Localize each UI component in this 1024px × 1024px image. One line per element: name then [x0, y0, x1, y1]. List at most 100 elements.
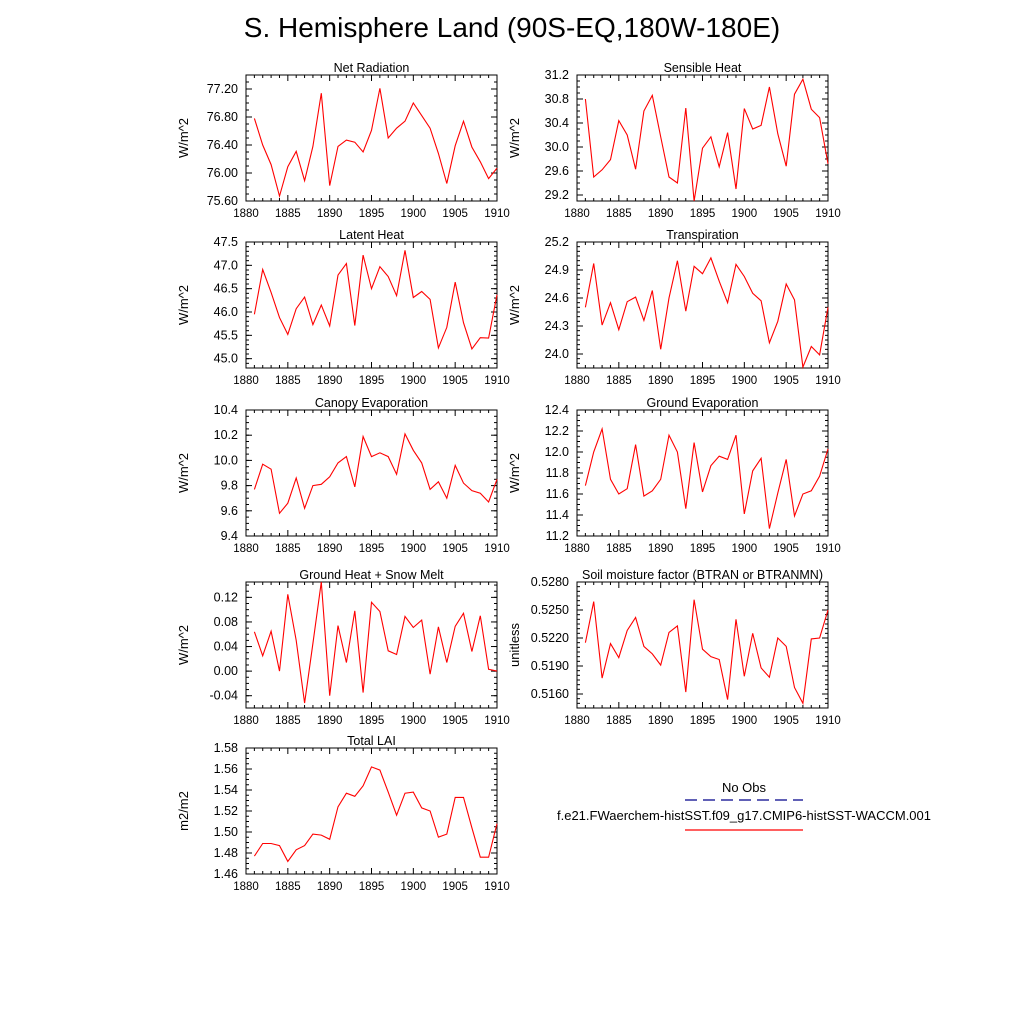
soil-moisture-factor-btran-or-btranmn-xtick-label: 1895: [690, 715, 716, 727]
latent-heat-ytick-label: 45.5: [214, 328, 238, 342]
ground-evaporation-title: Ground Evaporation: [647, 396, 759, 410]
latent-heat-ytick-label: 47.5: [214, 235, 238, 249]
latent-heat-series-line: [253, 250, 498, 351]
ground-evaporation-ytick-label: 11.4: [546, 508, 569, 522]
soil-moisture-factor-btran-or-btranmn-xtick-label: 1885: [606, 715, 632, 727]
legend: No Obs f.e21.FWaerchem-histSST.f09_g17.CM…: [557, 780, 931, 831]
transpiration-xtick-label: 1895: [690, 375, 716, 387]
soil-moisture-factor-btran-or-btranmn-ytick-label: 0.5190: [531, 659, 569, 673]
transpiration-xtick-label: 1905: [773, 375, 799, 387]
ground-evaporation-ytick-label: 12.0: [545, 445, 569, 459]
total-lai-xtick-label: 1905: [442, 881, 468, 893]
ground-heat-snow-melt-title: Ground Heat + Snow Melt: [299, 568, 444, 582]
ground-heat-snow-melt-plot-frame: [245, 581, 498, 709]
canopy-evaporation-xtick-label: 1905: [442, 543, 468, 555]
ground-evaporation-series-line: [584, 426, 829, 529]
ground-evaporation-xtick-label: 1900: [732, 543, 758, 555]
soil-moisture-factor-btran-or-btranmn-ytick-label: 0.5250: [531, 603, 569, 617]
net-radiation-xtick-label: 1895: [359, 208, 385, 220]
sensible-heat-ytick-label: 29.2: [545, 188, 569, 202]
soil-moisture-factor-btran-or-btranmn-ytick-label: 0.5220: [531, 631, 569, 645]
soil-moisture-factor-btran-or-btranmn-plot-frame: [576, 581, 829, 709]
ground-evaporation-ytick-label: 12.2: [545, 424, 569, 438]
transpiration-ytick-label: 25.2: [545, 235, 569, 249]
canopy-evaporation-xtick-label: 1890: [317, 543, 343, 555]
ground-evaporation-ylabel: W/m^2: [507, 453, 522, 493]
sensible-heat-chart: Sensible Heat W/m^2 1880 1885 1890 1895 1900 19…: [507, 61, 841, 220]
canopy-evaporation-ylabel: W/m^2: [176, 453, 191, 493]
ground-evaporation-xtick-label: 1890: [648, 543, 674, 555]
ground-evaporation-ytick-label: 11.6: [546, 487, 569, 501]
total-lai-ytick-label: 1.46: [214, 867, 238, 881]
soil-moisture-factor-btran-or-btranmn-xtick-label: 1880: [564, 715, 590, 727]
canopy-evaporation-ytick-label: 10.4: [214, 403, 238, 417]
net-radiation-series-line: [253, 88, 498, 199]
total-lai-ytick-label: 1.52: [214, 804, 238, 818]
canopy-evaporation-chart: Canopy Evaporation W/m^2 1880 1885 1890 1895 1…: [176, 396, 510, 555]
sensible-heat-xtick-label: 1880: [564, 208, 590, 220]
sensible-heat-ytick-label: 30.4: [545, 116, 569, 130]
ground-heat-snow-melt-chart: Ground Heat + Snow Melt W/m^2 1880 1885 1890…: [176, 568, 510, 727]
total-lai-xtick-label: 1910: [484, 881, 510, 893]
sensible-heat-ytick-label: 30.0: [545, 140, 569, 154]
ground-heat-snow-melt-ytick-label: 0.04: [214, 640, 238, 654]
net-radiation-title: Net Radiation: [334, 61, 410, 75]
soil-moisture-factor-btran-or-btranmn-series-line: [584, 599, 829, 706]
latent-heat-xtick-label: 1885: [275, 375, 301, 387]
transpiration-xtick-label: 1890: [648, 375, 674, 387]
ground-heat-snow-melt-xtick-label: 1905: [442, 715, 468, 727]
total-lai-xtick-label: 1880: [233, 881, 259, 893]
total-lai-ytick-label: 1.56: [214, 762, 238, 776]
ground-evaporation-chart: Ground Evaporation W/m^2 1880 1885 1890 1895 1…: [507, 396, 841, 555]
net-radiation-ytick-label: 75.60: [207, 194, 238, 208]
soil-moisture-factor-btran-or-btranmn-xtick-label: 1890: [648, 715, 674, 727]
ground-heat-snow-melt-xtick-label: 1880: [233, 715, 259, 727]
ground-evaporation-xtick-label: 1895: [690, 543, 716, 555]
latent-heat-ytick-label: 45.0: [214, 352, 238, 366]
net-radiation-ylabel: W/m^2: [176, 118, 191, 158]
sensible-heat-xtick-label: 1890: [648, 208, 674, 220]
sensible-heat-series-line: [584, 77, 829, 202]
total-lai-xtick-label: 1885: [275, 881, 301, 893]
canopy-evaporation-ytick-label: 10.2: [214, 428, 238, 442]
sensible-heat-title: Sensible Heat: [664, 61, 742, 75]
ground-evaporation-xtick-label: 1905: [773, 543, 799, 555]
canopy-evaporation-xtick-label: 1880: [233, 543, 259, 555]
soil-moisture-factor-btran-or-btranmn-ytick-label: 0.5280: [531, 575, 569, 589]
canopy-evaporation-xtick-label: 1900: [401, 543, 427, 555]
transpiration-series-line: [584, 256, 829, 370]
canopy-evaporation-ytick-label: 10.0: [214, 453, 238, 467]
total-lai-ytick-label: 1.54: [214, 783, 238, 797]
legend-label-no-obs: No Obs: [722, 780, 767, 795]
ground-evaporation-xtick-label: 1885: [606, 543, 632, 555]
sensible-heat-xtick-label: 1895: [690, 208, 716, 220]
transpiration-ytick-label: 24.3: [545, 319, 569, 333]
net-radiation-ytick-label: 76.80: [207, 110, 238, 124]
soil-moisture-factor-btran-or-btranmn-ylabel: unitless: [507, 622, 522, 667]
total-lai-xtick-label: 1895: [359, 881, 385, 893]
net-radiation-xtick-label: 1885: [275, 208, 301, 220]
ground-evaporation-xtick-label: 1910: [815, 543, 841, 555]
total-lai-title: Total LAI: [347, 734, 396, 748]
ground-heat-snow-melt-ytick-label: 0.12: [214, 590, 238, 604]
page-title: S. Hemisphere Land (90S-EQ,180W-180E): [243, 12, 781, 43]
ground-evaporation-xtick-label: 1880: [564, 543, 590, 555]
latent-heat-xtick-label: 1900: [401, 375, 427, 387]
soil-moisture-factor-btran-or-btranmn-chart: Soil moisture factor (BTRAN or BTRANMN) u…: [507, 568, 841, 727]
canopy-evaporation-ytick-label: 9.6: [221, 504, 238, 518]
canopy-evaporation-xtick-label: 1895: [359, 543, 385, 555]
sensible-heat-ytick-label: 29.6: [545, 164, 569, 178]
canopy-evaporation-xtick-label: 1885: [275, 543, 301, 555]
soil-moisture-factor-btran-or-btranmn-title: Soil moisture factor (BTRAN or BTRANMN): [582, 568, 823, 582]
latent-heat-xtick-label: 1880: [233, 375, 259, 387]
transpiration-ytick-label: 24.0: [545, 347, 569, 361]
latent-heat-ytick-label: 46.0: [214, 305, 238, 319]
net-radiation-ytick-label: 76.00: [207, 166, 238, 180]
total-lai-xtick-label: 1900: [401, 881, 427, 893]
canopy-evaporation-ytick-label: 9.4: [221, 529, 238, 543]
latent-heat-xtick-label: 1905: [442, 375, 468, 387]
soil-moisture-factor-btran-or-btranmn-ytick-label: 0.5160: [531, 687, 569, 701]
transpiration-xtick-label: 1885: [606, 375, 632, 387]
net-radiation-xtick-label: 1890: [317, 208, 343, 220]
